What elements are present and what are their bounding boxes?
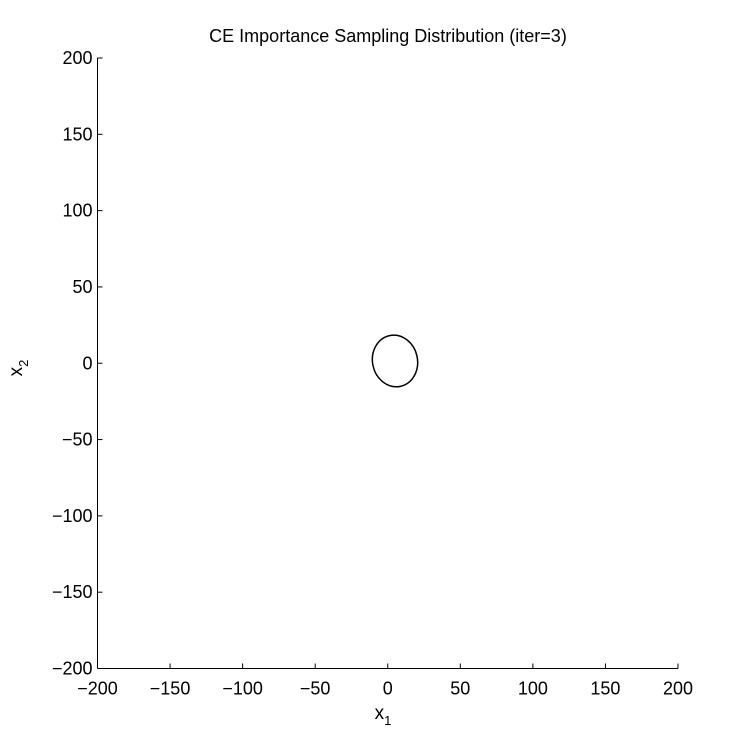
- x-tick-label: −200: [77, 679, 118, 699]
- axes-frame: [97, 58, 678, 669]
- x-tick-label: 0: [383, 679, 393, 699]
- y-tick-label: 200: [62, 48, 92, 68]
- y-ticks: −200 −150 −100 −50 0 50 100 150 200: [52, 48, 103, 679]
- y-tick-label: 100: [62, 201, 92, 221]
- y-tick-label: −50: [62, 430, 93, 450]
- y-tick-label: 150: [62, 124, 92, 144]
- y-tick-label: −200: [52, 659, 93, 679]
- y-tick-label: −100: [52, 506, 93, 526]
- x-tick-label: 100: [518, 679, 548, 699]
- y-axis-label-subscript: 2: [16, 360, 31, 367]
- x-tick-label: 200: [663, 679, 693, 699]
- x-tick-label: 50: [450, 679, 470, 699]
- x-tick-label: −150: [150, 679, 191, 699]
- chart-title: CE Importance Sampling Distribution (ite…: [209, 26, 567, 46]
- y-axis-label-base: x: [6, 366, 27, 376]
- x-axis-label-base: x: [375, 703, 385, 724]
- x-tick-label: 150: [590, 679, 620, 699]
- y-tick-label: 0: [82, 353, 92, 373]
- x-tick-label: −50: [300, 679, 331, 699]
- x-tick-label: −100: [222, 679, 263, 699]
- x-axis-label: x1: [375, 703, 392, 728]
- y-tick-label: −150: [52, 582, 93, 602]
- x-axis-label-subscript: 1: [384, 713, 391, 728]
- y-axis-label: x2: [6, 360, 31, 377]
- x-ticks: −200 −150 −100 −50 0 50 100 150 200: [77, 663, 693, 699]
- y-tick-label: 50: [72, 277, 92, 297]
- sampling-distribution-contour: [371, 334, 419, 388]
- plot-area: [371, 334, 419, 388]
